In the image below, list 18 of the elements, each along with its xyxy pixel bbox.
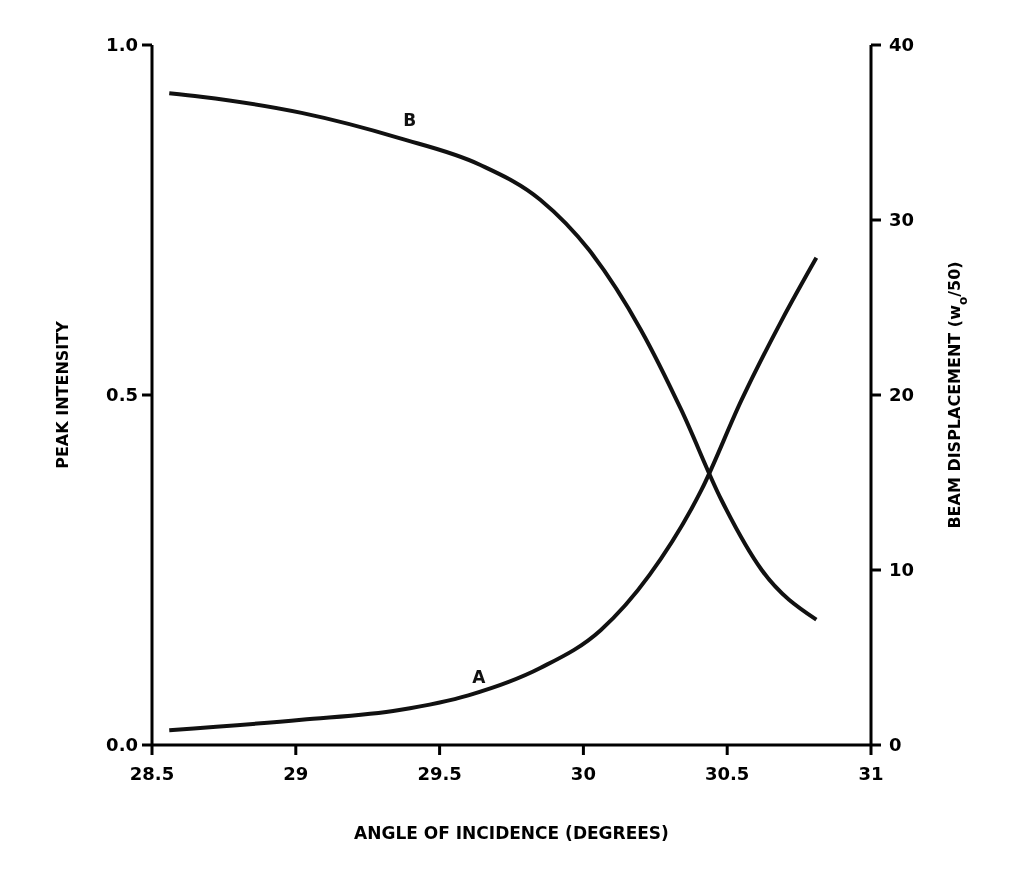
y-tick-label: 0.5: [106, 384, 138, 405]
y2-tick-label: 20: [889, 384, 915, 405]
y2-tick-label: 40: [889, 34, 915, 55]
y-tick-label: 1.0: [106, 34, 138, 55]
series-label: A: [472, 667, 487, 688]
x-tick-label: 28.5: [129, 763, 175, 784]
x-axis-title: ANGLE OF INCIDENCE (DEGREES): [354, 823, 669, 843]
x-tick-label: 30.5: [704, 763, 750, 784]
y2-tick-label: 0: [889, 734, 902, 755]
x-tick-label: 30: [570, 763, 596, 784]
y-axis-title: PEAK INTENSITY: [53, 320, 72, 469]
y2-tick-label: 10: [889, 559, 915, 580]
y-tick-label: 0.0: [106, 734, 138, 755]
x-tick-label: 29.5: [417, 763, 462, 784]
series-label: B: [403, 110, 417, 131]
x-tick-label: 31: [858, 763, 884, 784]
y2-tick-label: 30: [889, 209, 915, 230]
x-tick-label: 29: [283, 763, 309, 784]
